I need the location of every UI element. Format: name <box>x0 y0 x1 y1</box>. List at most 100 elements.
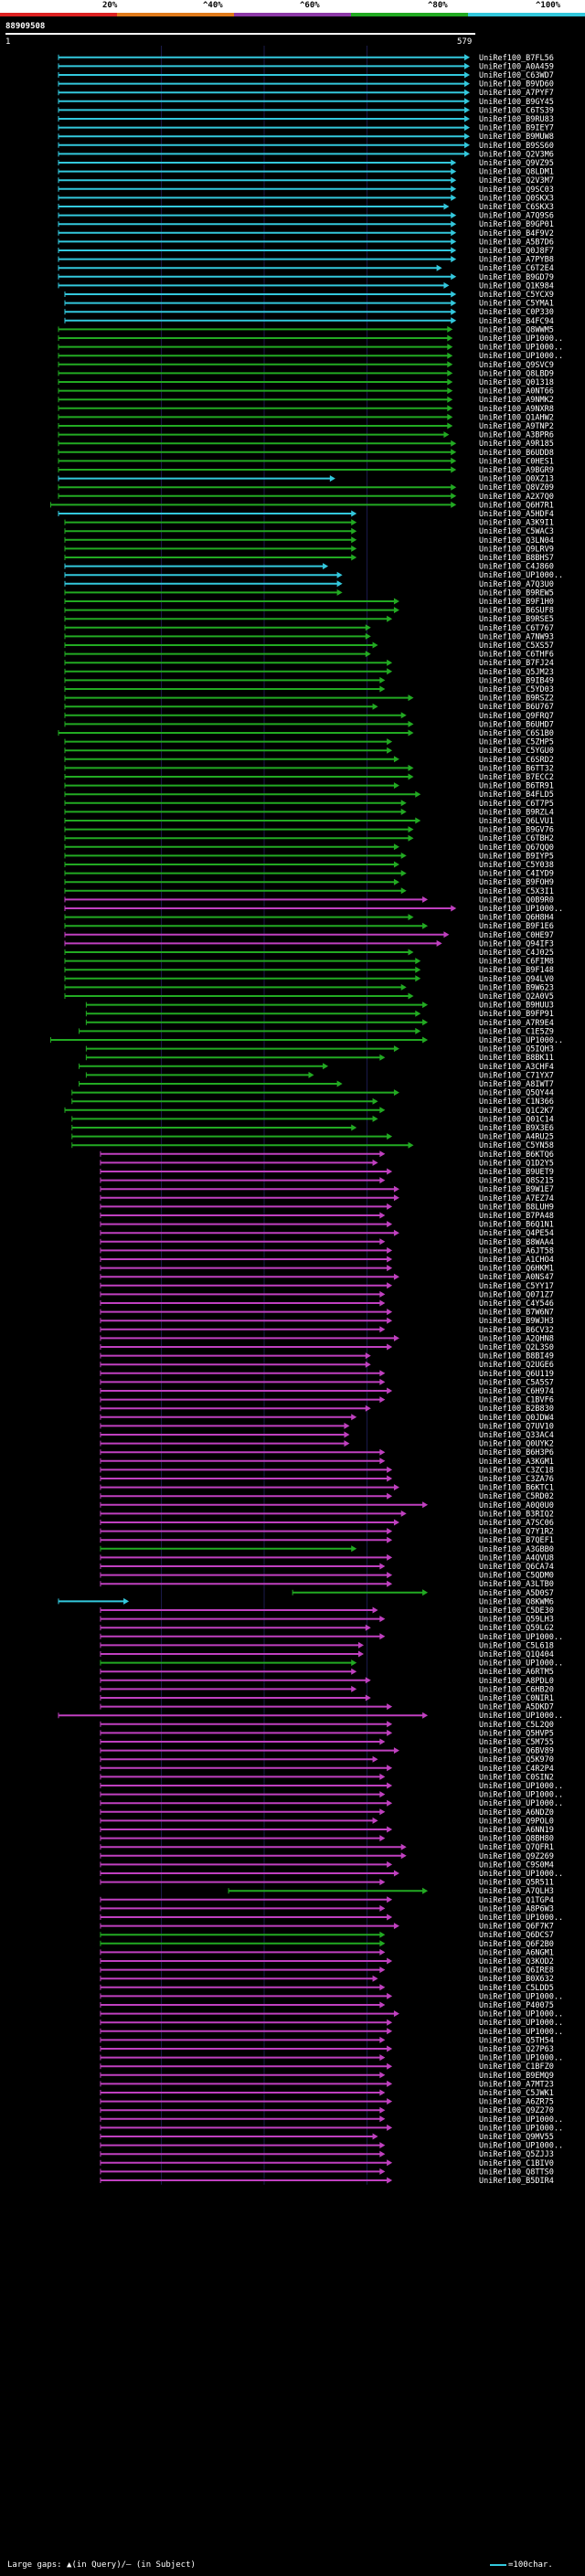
alignment-hit[interactable]: UniRef100_C5DE30 <box>100 1606 554 1616</box>
hit-label[interactable]: UniRef100_A7MT23 <box>479 2080 554 2089</box>
alignment-hit[interactable]: UniRef100_B6TT32 <box>64 764 554 773</box>
alignment-hit[interactable]: UniRef100_UP1000.. <box>100 1633 563 1642</box>
hit-label[interactable]: UniRef100_B6U767 <box>479 703 554 712</box>
hit-label[interactable]: UniRef100_Q0UYK2 <box>479 1440 554 1449</box>
alignment-hit[interactable]: UniRef100_C5JWK1 <box>100 2089 554 2098</box>
hit-label[interactable]: UniRef100_Q5R511 <box>479 1879 554 1888</box>
hit-label[interactable]: UniRef100_C4J860 <box>479 563 554 572</box>
alignment-hit[interactable]: UniRef100_C9S0M4 <box>100 1860 554 1870</box>
hit-label[interactable]: UniRef100_A6JT58 <box>479 1246 554 1256</box>
alignment-hit[interactable]: UniRef100_Q8LDM1 <box>58 168 554 177</box>
alignment-hit[interactable]: UniRef100_C5ZHP5 <box>64 738 554 747</box>
alignment-hit[interactable]: UniRef100_B8BI49 <box>100 1352 554 1362</box>
alignment-hit[interactable]: UniRef100_Q9SC03 <box>58 186 554 195</box>
hit-label[interactable]: UniRef100_C6THF6 <box>479 651 554 660</box>
alignment-hit[interactable]: UniRef100_A9BGR9 <box>58 466 554 475</box>
hit-label[interactable]: UniRef100_B9RSZ2 <box>479 694 554 704</box>
hit-label[interactable]: UniRef100_UP1000.. <box>479 1913 563 1923</box>
alignment-hit[interactable]: UniRef100_Q6F2B0 <box>100 1940 554 1949</box>
alignment-hit[interactable]: UniRef100_A7SC06 <box>100 1519 554 1528</box>
hit-label[interactable]: UniRef100_Q27P63 <box>479 2045 554 2054</box>
alignment-hit[interactable]: UniRef100_B8BK11 <box>85 1054 554 1063</box>
hit-label[interactable]: UniRef100_UP1000.. <box>479 2124 563 2133</box>
hit-label[interactable]: UniRef100_C0HES1 <box>479 457 554 466</box>
hit-label[interactable]: UniRef100_B6H3P6 <box>479 1448 554 1458</box>
hit-label[interactable]: UniRef100_C6H974 <box>479 1387 554 1396</box>
alignment-hit[interactable]: UniRef100_A3KGM1 <box>100 1458 554 1467</box>
hit-label[interactable]: UniRef100_A7R9E4 <box>479 1019 554 1028</box>
hit-label[interactable]: UniRef100_A3LTB0 <box>479 1580 554 1589</box>
alignment-hit[interactable]: UniRef100_C71YX7 <box>85 1071 554 1080</box>
hit-label[interactable]: UniRef100_B9RSE5 <box>479 615 554 624</box>
alignment-hit[interactable]: UniRef100_C0HES1 <box>58 457 554 466</box>
hit-label[interactable]: UniRef100_B7FL56 <box>479 54 554 63</box>
hit-label[interactable]: UniRef100_B8BK11 <box>479 1054 554 1063</box>
alignment-hit[interactable]: UniRef100_Q94LV0 <box>64 975 554 984</box>
hit-label[interactable]: UniRef100_UP1000.. <box>479 1992 563 2001</box>
hit-label[interactable]: UniRef100_UP1000.. <box>479 1659 563 1669</box>
hit-label[interactable]: UniRef100_UP1000.. <box>479 2028 563 2037</box>
hit-label[interactable]: UniRef100_Q9MV55 <box>479 2133 554 2142</box>
alignment-hit[interactable]: UniRef100_Q3KOD2 <box>100 1957 554 1966</box>
hit-label[interactable]: UniRef100_C1E5Z9 <box>479 1027 554 1036</box>
alignment-hit[interactable]: UniRef100_B6KTQ6 <box>100 1150 554 1160</box>
hit-label[interactable]: UniRef100_B9VD60 <box>479 80 554 90</box>
hit-label[interactable]: UniRef100_C5YY17 <box>479 1282 554 1291</box>
hit-label[interactable]: UniRef100_B9GV76 <box>479 826 554 835</box>
hit-label[interactable]: UniRef100_Q5JM23 <box>479 668 554 677</box>
hit-label[interactable]: UniRef100_A7PYB8 <box>479 256 554 265</box>
alignment-hit[interactable]: UniRef100_B4FLD5 <box>64 790 554 800</box>
alignment-hit[interactable]: UniRef100_A9R185 <box>58 440 554 449</box>
hit-label[interactable]: UniRef100_B4F9V2 <box>479 229 554 239</box>
hit-label[interactable]: UniRef100_Q2V3M7 <box>479 176 554 186</box>
alignment-hit[interactable]: UniRef100_Q2L3S0 <box>100 1343 554 1352</box>
hit-label[interactable]: UniRef100_C6TBH2 <box>479 834 554 843</box>
alignment-hit[interactable]: UniRef100_A0NS47 <box>100 1273 554 1282</box>
hit-label[interactable]: UniRef100_A6RTM5 <box>479 1668 554 1677</box>
hit-label[interactable]: UniRef100_A3CHF4 <box>479 1063 554 1072</box>
alignment-hit[interactable]: UniRef100_Q59LG2 <box>100 1624 554 1633</box>
hit-label[interactable]: UniRef100_B6KTC1 <box>479 1484 554 1493</box>
hit-label[interactable]: UniRef100_UP1000.. <box>479 2115 563 2125</box>
alignment-hit[interactable]: UniRef100_Q0B9R0 <box>64 896 554 905</box>
alignment-hit[interactable]: UniRef100_A5DKD7 <box>100 1703 554 1712</box>
hit-label[interactable]: UniRef100_C5YN58 <box>479 1141 554 1150</box>
alignment-hit[interactable]: UniRef100_C1BIV0 <box>100 2159 554 2168</box>
hit-label[interactable]: UniRef100_C5L618 <box>479 1641 554 1650</box>
alignment-hit[interactable]: UniRef100_UP1000.. <box>100 2028 563 2037</box>
alignment-hit[interactable]: UniRef100_B9GY45 <box>58 98 554 107</box>
alignment-hit[interactable]: UniRef100_C5WAC3 <box>64 527 554 536</box>
alignment-hit[interactable]: UniRef100_B9MUW8 <box>58 133 554 142</box>
hit-label[interactable]: UniRef100_Q3KOD2 <box>479 1957 554 1966</box>
hit-label[interactable]: UniRef100_C6TS39 <box>479 106 554 115</box>
hit-label[interactable]: UniRef100_A6NDZ0 <box>479 1808 554 1818</box>
hit-label[interactable]: UniRef100_B8LUH9 <box>479 1203 554 1212</box>
alignment-hit[interactable]: UniRef100_A8PDL0 <box>100 1677 554 1686</box>
hit-label[interactable]: UniRef100_Q6F2B0 <box>479 1940 554 1949</box>
hit-label[interactable]: UniRef100_B9IB49 <box>479 676 554 685</box>
hit-label[interactable]: UniRef100_Q9SVC9 <box>479 361 554 370</box>
alignment-hit[interactable]: UniRef100_Q1K984 <box>58 281 554 291</box>
hit-label[interactable]: UniRef100_A5B7D6 <box>479 238 554 247</box>
alignment-hit[interactable]: UniRef100_Q3LN04 <box>64 536 554 546</box>
alignment-hit[interactable]: UniRef100_A7PYF7 <box>58 89 554 98</box>
hit-label[interactable]: UniRef100_UP1000.. <box>479 571 563 580</box>
hit-label[interactable]: UniRef100_C6HB20 <box>479 1685 554 1694</box>
alignment-hit[interactable]: UniRef100_B9RSZ2 <box>64 694 554 704</box>
hit-label[interactable]: UniRef100_B9W1E7 <box>479 1185 554 1194</box>
hit-label[interactable]: UniRef100_Q8BH80 <box>479 1835 554 1844</box>
hit-label[interactable]: UniRef100_C3ZC18 <box>479 1466 554 1475</box>
alignment-hit[interactable]: UniRef100_B5DIR4 <box>100 2177 554 2186</box>
hit-label[interactable]: UniRef100_Q5HVP5 <box>479 1729 554 1738</box>
alignment-hit[interactable]: UniRef100_Q5TH54 <box>100 2036 554 2045</box>
hit-label[interactable]: UniRef100_A2X7Q0 <box>479 493 554 502</box>
alignment-hit[interactable]: UniRef100_C5Y038 <box>64 861 554 870</box>
alignment-hit[interactable]: UniRef100_A5HDF4 <box>58 510 554 519</box>
hit-label[interactable]: UniRef100_A7Q3U0 <box>479 580 554 589</box>
alignment-hit[interactable]: UniRef100_C6TBH2 <box>64 834 554 843</box>
hit-label[interactable]: UniRef100_Q8WWM5 <box>479 325 554 334</box>
hit-label[interactable]: UniRef100_A3KGM1 <box>479 1458 554 1467</box>
hit-label[interactable]: UniRef100_C6T7P5 <box>479 800 554 809</box>
hit-label[interactable]: UniRef100_B6TR91 <box>479 782 554 791</box>
hit-label[interactable]: UniRef100_A4QVU8 <box>479 1553 554 1563</box>
